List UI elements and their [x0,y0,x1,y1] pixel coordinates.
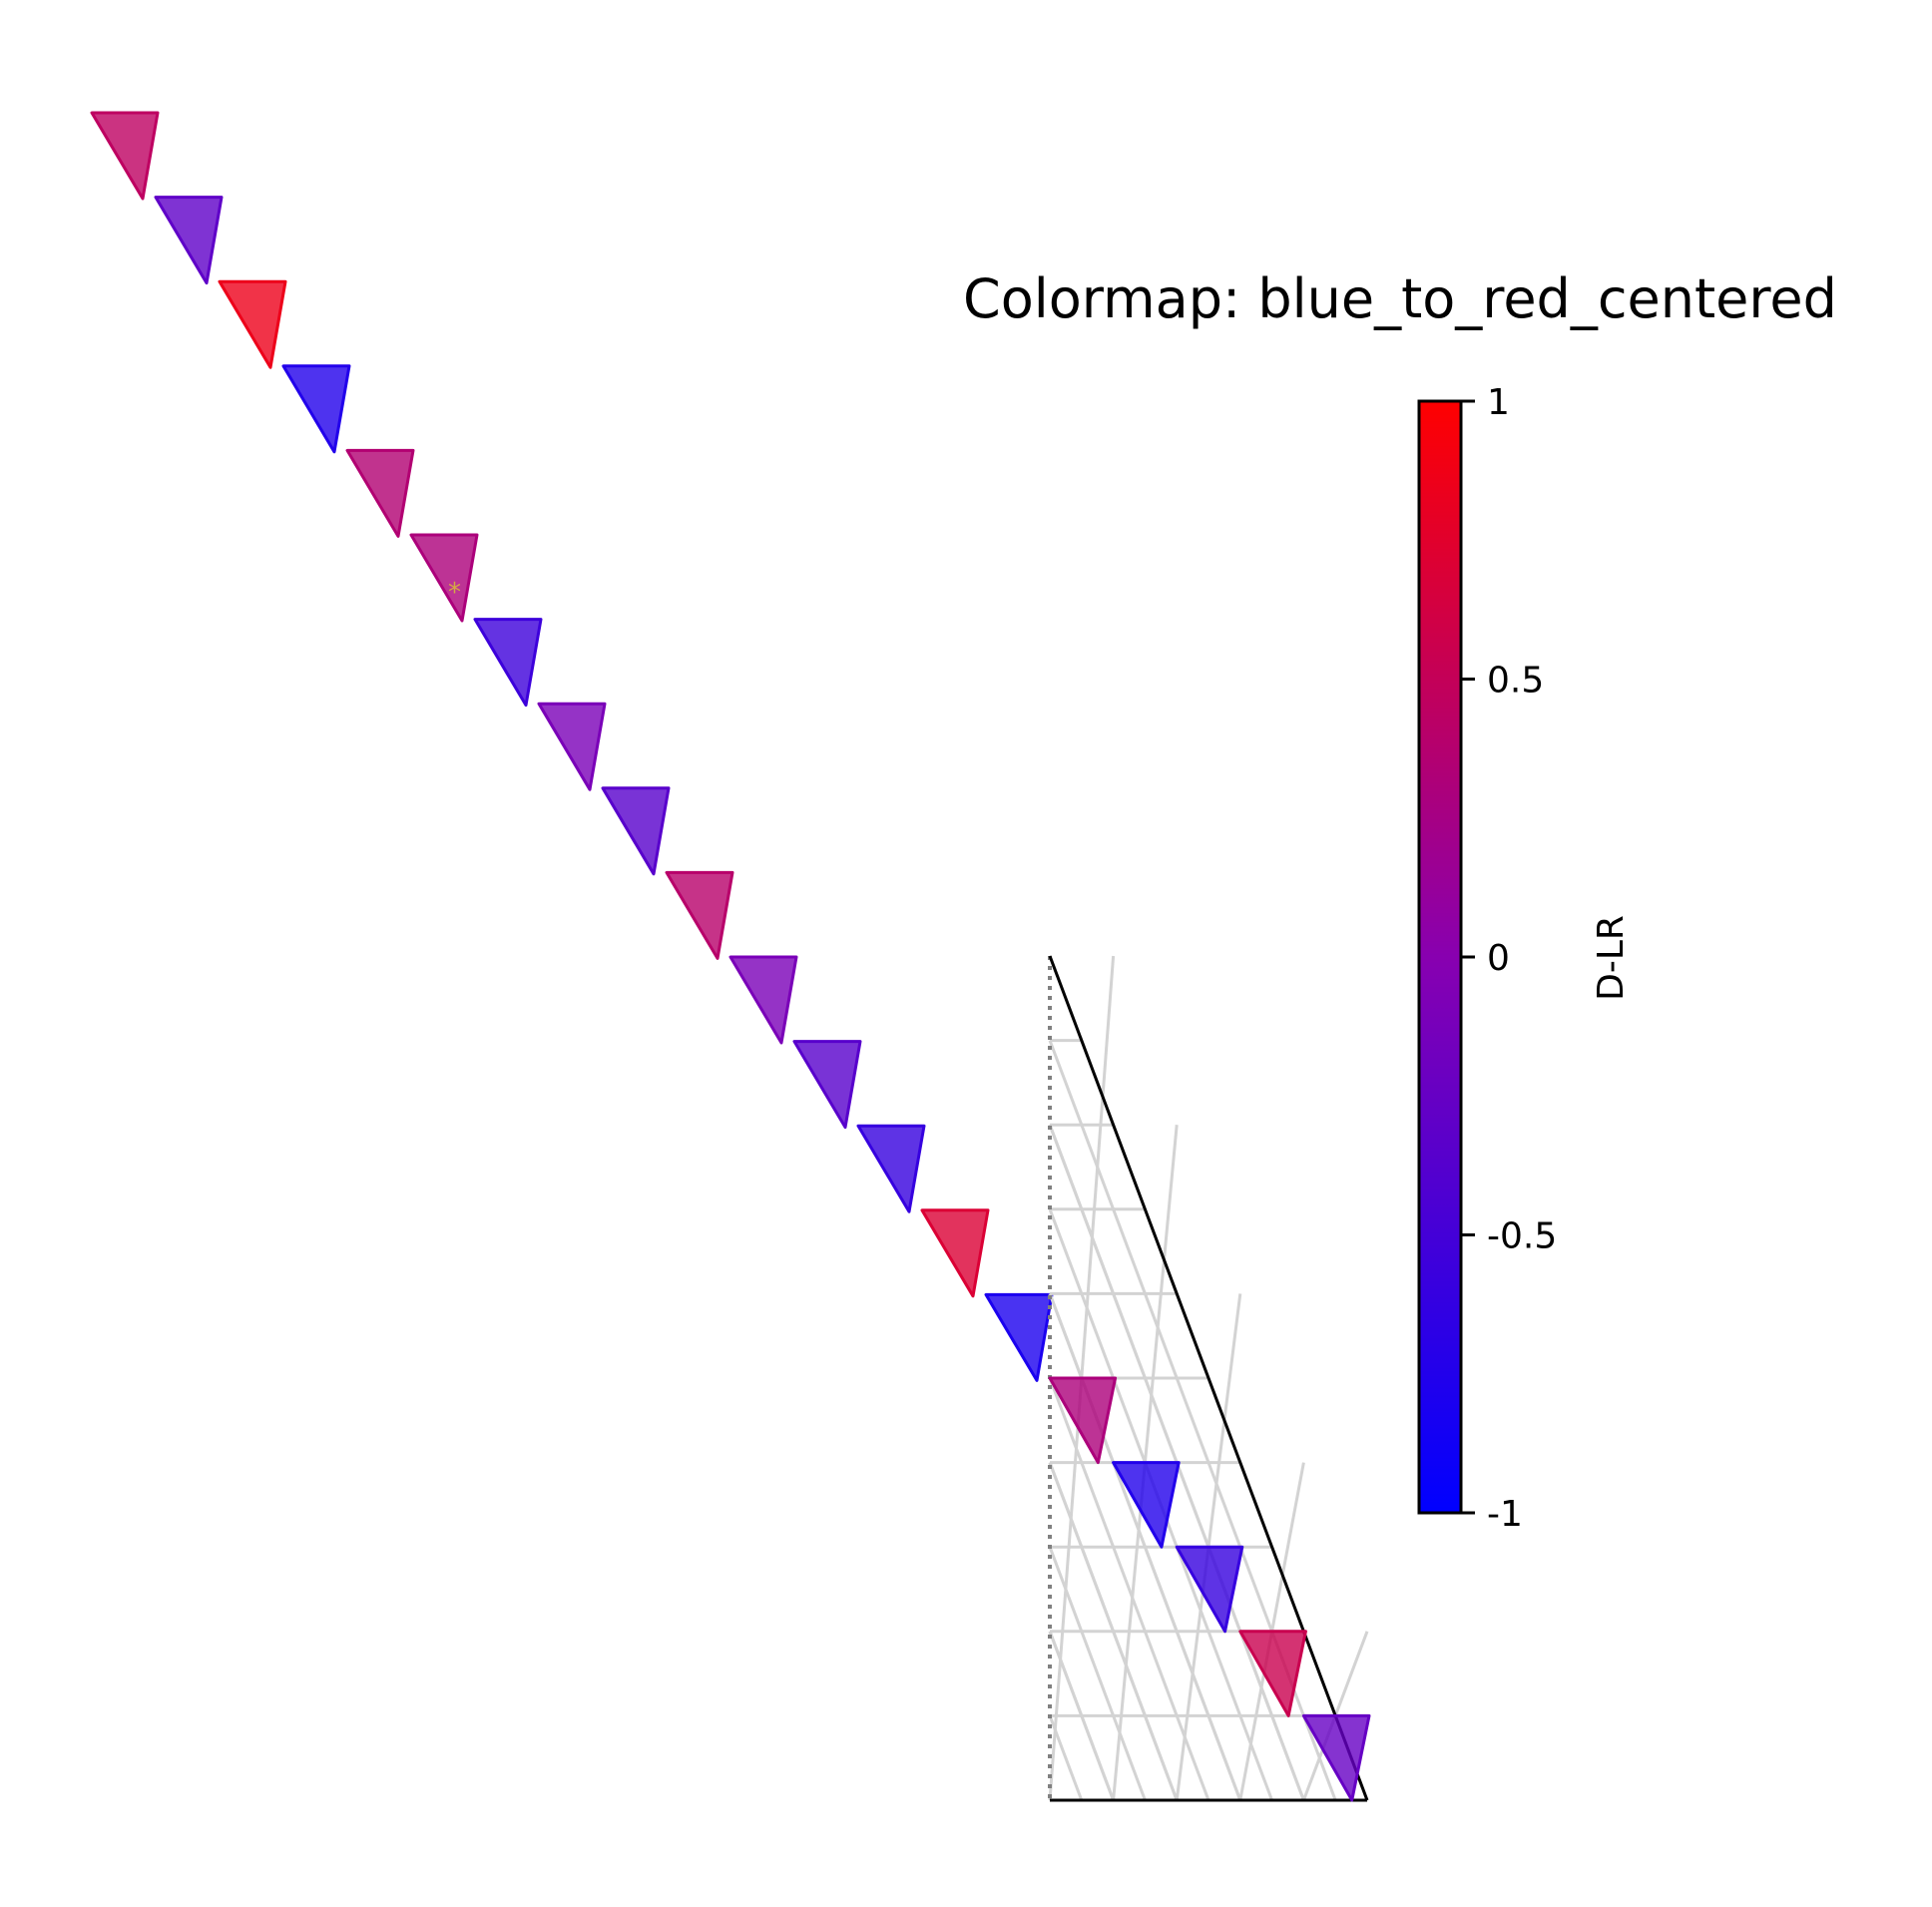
triangle-cell [1112,1461,1181,1549]
diagonal-triangle [154,196,224,285]
diagonal-triangle [665,870,734,960]
diagonal-triangle [473,618,543,708]
chart-title: Colormap: blue_to_red_centered [963,267,1837,330]
grid-line [1048,1546,1147,1801]
triangle-cell [1175,1545,1244,1634]
diagonal-triangle [537,702,607,791]
grid-line [1048,1462,1179,1801]
diagonal-triangle [856,1124,926,1213]
diagonal-triangle [218,279,287,369]
triangle-cells [1048,1376,1371,1802]
colorbar-tick-label: -1 [1487,1494,1523,1535]
diagonal-triangle [90,111,160,201]
diagonal-triangle [984,1292,1054,1382]
diagonal-triangle [920,1208,990,1298]
colorbar-tick-label: -0.5 [1487,1216,1557,1257]
diagonal-triangle [281,364,351,454]
star-marker: * [448,578,461,608]
grid-line [1048,1631,1116,1801]
colorbar-tick-label: 0.5 [1487,661,1544,702]
triangle-cell [1301,1713,1371,1802]
grid-line [1048,1714,1084,1801]
colorbar-tick-label: 1 [1487,382,1510,423]
colorbar-tick-label: 0 [1487,938,1510,979]
diagonal-triangle [345,448,415,538]
diagonal-triangle [601,786,671,876]
colorbar-gradient [1417,399,1463,1515]
colorbar: 1 0.5 0 -0.5 -1 D-LR [1417,382,1632,1535]
triangle-cell [1238,1630,1307,1717]
triangle-hypotenuse [1048,955,1369,1801]
diagonal-triangle [728,955,798,1045]
colorbar-ticks: 1 0.5 0 -0.5 -1 [1461,382,1557,1535]
triangle-cell [1048,1376,1118,1465]
colorbar-label: D-LR [1591,915,1632,1001]
diagonal-triangle [792,1040,862,1130]
diagonal-triangles: * [90,111,1054,1382]
diagonal-triangle [409,533,479,623]
grid-line [1048,1377,1210,1801]
